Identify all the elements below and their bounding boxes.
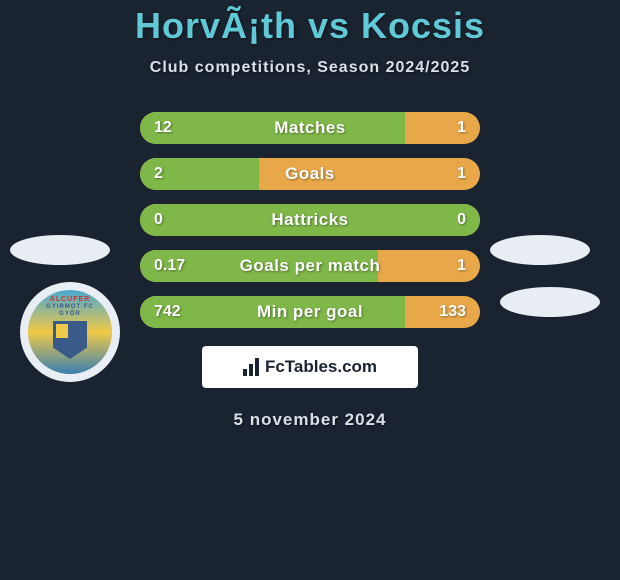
club-badge-line1: ALCUFER [50, 296, 90, 303]
fctables-label: FcTables.com [265, 357, 377, 377]
stat-bar-goals-per-match: 0.17 Goals per match 1 [140, 250, 480, 282]
club-badge-line2: GYIRMOT FC [46, 304, 94, 310]
stat-label: Min per goal [257, 302, 363, 322]
stat-left-value: 0.17 [154, 257, 185, 275]
stats-area: ALCUFER GYIRMOT FC GYŐR 12Matches12Goals… [0, 112, 620, 430]
date-text: 5 november 2024 [0, 410, 620, 430]
club-badge-left: ALCUFER GYIRMOT FC GYŐR [20, 282, 120, 382]
logo-placeholder-2 [500, 287, 600, 317]
stat-right-value: 0 [457, 211, 466, 229]
stat-left-value: 0 [154, 211, 163, 229]
bar-chart-icon [243, 358, 259, 376]
stat-right-value: 1 [457, 257, 466, 275]
stat-label: Matches [274, 118, 346, 138]
stat-left-value: 2 [154, 165, 163, 183]
logo-placeholder-1 [490, 235, 590, 265]
comparison-widget: HorvÃ¡th vs Kocsis Club competitions, Se… [0, 0, 620, 430]
stat-left-value: 12 [154, 119, 172, 137]
subtitle: Club competitions, Season 2024/2025 [0, 59, 620, 77]
stat-label: Hattricks [271, 210, 348, 230]
stat-bar-hattricks: 0 Hattricks 0 [140, 204, 480, 236]
stat-bar-min-per-goal: 742 Min per goal 133 [140, 296, 480, 328]
fctables-attribution[interactable]: FcTables.com [202, 346, 418, 388]
stat-left-fill [140, 112, 405, 144]
stat-right-value: 1 [457, 119, 466, 137]
logo-placeholder-0 [10, 235, 110, 265]
stat-bar-matches: 12 Matches 1 [140, 112, 480, 144]
club-badge-line3: GYŐR [59, 311, 81, 317]
stat-left-value: 742 [154, 303, 181, 321]
stat-label: Goals [285, 164, 335, 184]
club-badge-shield [53, 321, 87, 359]
stat-bar-goals: 2 Goals 1 [140, 158, 480, 190]
page-title: HorvÃ¡th vs Kocsis [0, 5, 620, 47]
stat-label: Goals per match [240, 256, 381, 276]
stat-right-value: 1 [457, 165, 466, 183]
club-badge-inner: ALCUFER GYIRMOT FC GYŐR [28, 290, 112, 374]
stat-right-value: 133 [439, 303, 466, 321]
